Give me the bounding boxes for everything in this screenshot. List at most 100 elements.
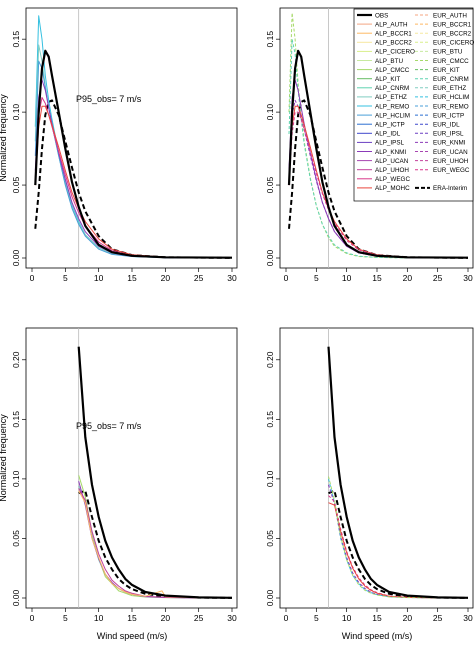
y-tick-label: 0.15 xyxy=(265,31,275,48)
y-tick-label: 0.00 xyxy=(11,589,21,606)
legend-item: EUR_IPSL xyxy=(433,131,464,138)
legend-item: ALP_ICTP xyxy=(375,122,405,129)
legend-item: ALP_WEGC xyxy=(375,176,410,183)
legend-item: ALP_BCCR1 xyxy=(375,31,412,38)
x-tick-label: 25 xyxy=(194,613,204,623)
y-tick-label: 0.10 xyxy=(265,470,275,487)
x-tick-label: 5 xyxy=(314,613,319,623)
series-alp-hclim xyxy=(34,60,233,259)
x-tick-label: 30 xyxy=(227,613,237,623)
series-alp-mohc xyxy=(328,502,468,599)
x-tick-label: 15 xyxy=(127,613,137,623)
y-tick-label: 0.00 xyxy=(11,249,21,266)
y-axis-label: Normalized frequency xyxy=(0,414,8,502)
x-tick-label: 30 xyxy=(463,273,473,283)
x-tick-label: 20 xyxy=(403,273,413,283)
x-tick-label: 25 xyxy=(433,273,443,283)
y-tick-label: 0.15 xyxy=(11,31,21,48)
x-tick-label: 15 xyxy=(372,273,382,283)
legend-item: EUR_ICTP xyxy=(433,112,464,119)
legend-item: EUR_KNMI xyxy=(433,140,466,147)
x-tick-label: 10 xyxy=(94,613,104,623)
legend-item: ALP_CICERO xyxy=(375,49,415,56)
x-tick-label: 25 xyxy=(433,613,443,623)
legend-item: EUR_CMCC xyxy=(433,58,469,65)
series-eur-cmcc xyxy=(328,476,468,599)
series-alp-ethz xyxy=(78,485,232,599)
x-tick-label: 5 xyxy=(63,613,68,623)
series-alp-uhoh xyxy=(78,488,232,599)
series-eur-wegc xyxy=(328,495,468,599)
series-alp-mohc xyxy=(34,105,233,259)
series-eur-knmi xyxy=(328,484,468,599)
x-tick-label: 5 xyxy=(314,273,319,283)
series-alp-cmcc xyxy=(78,475,232,599)
y-tick-label: 0.00 xyxy=(265,249,275,266)
legend: OBS ALP_AUTH ALP_BCCR1 ALP_BCCR2 ALP_CICERO A… xyxy=(353,8,474,202)
x-axis-label: Wind speed (m/s) xyxy=(97,631,168,641)
x-tick-label: 10 xyxy=(342,273,352,283)
series-eur-wegc xyxy=(288,111,469,259)
legend-item: ALP_UHOH xyxy=(375,167,409,174)
plot-frame xyxy=(25,327,238,609)
series-alp-mohc xyxy=(288,105,469,259)
x-tick-label: 20 xyxy=(403,613,413,623)
panel-bottom-left: 0 5 10 15 20 25 30 0.00 0.05 0.10 0.15 0.20 P95_obs=… xyxy=(11,327,238,641)
legend-item: ALP_ETHZ xyxy=(375,94,407,101)
x-tick-label: 25 xyxy=(194,273,204,283)
legend-item: ALP_CMCC xyxy=(375,67,410,74)
legend-item: ALP_IPSL xyxy=(375,140,405,147)
plot-frame xyxy=(25,7,238,269)
x-tick-label: 10 xyxy=(94,273,104,283)
x-tick-label: 20 xyxy=(161,273,171,283)
series-obs xyxy=(327,346,469,599)
legend-item: ALP_BCCR2 xyxy=(375,40,412,47)
legend-item: EUR_BCCR1 xyxy=(433,21,472,28)
series-era-interim xyxy=(78,489,233,599)
y-tick-label: 0.05 xyxy=(265,177,275,194)
legend-item: EUR_REMO xyxy=(433,103,469,110)
legend-item: ALP_BTU xyxy=(375,58,403,65)
legend-item: EUR_UHOH xyxy=(433,158,469,165)
legend-item: EUR_AUTH xyxy=(433,12,467,19)
series-obs xyxy=(77,346,233,599)
x-tick-label: 20 xyxy=(161,613,171,623)
series-obs xyxy=(287,49,469,259)
x-tick-label: 5 xyxy=(63,273,68,283)
x-axis-label: Wind speed (m/s) xyxy=(342,631,413,641)
legend-item: EUR_BTU xyxy=(433,49,463,56)
legend-item: ALP_KIT xyxy=(375,76,400,83)
y-tick-label: 0.05 xyxy=(11,177,21,194)
legend-item: EUR_WEGC xyxy=(433,167,470,174)
y-tick-label: 0.10 xyxy=(265,104,275,121)
legend-item: EUR_KIT xyxy=(433,67,460,74)
legend-item: ERA-Interim xyxy=(433,185,467,192)
y-tick-label: 0.20 xyxy=(11,351,21,368)
y-tick-label: 0.05 xyxy=(11,530,21,547)
x-tick-label: 0 xyxy=(284,273,289,283)
series-obs xyxy=(34,49,233,259)
legend-item: ALP_AUTH xyxy=(375,21,408,28)
x-tick-label: 30 xyxy=(463,613,473,623)
series-alp-knmi xyxy=(78,481,232,599)
legend-item: ALP_KNMI xyxy=(375,149,406,156)
x-tick-label: 30 xyxy=(227,273,237,283)
legend-box xyxy=(353,8,474,202)
y-tick-label: 0.20 xyxy=(265,351,275,368)
y-tick-label: 0.15 xyxy=(11,411,21,428)
legend-item: EUR_UCAN xyxy=(433,149,468,156)
plot-frame xyxy=(279,327,474,609)
y-axis-label: Normalized frequency xyxy=(0,94,8,182)
y-tick-label: 0.10 xyxy=(11,104,21,121)
p95-annotation: P95_obs= 7 m/s xyxy=(76,94,142,104)
x-tick-label: 15 xyxy=(127,273,137,283)
y-tick-label: 0.00 xyxy=(265,589,275,606)
legend-item: EUR_CICERO xyxy=(433,40,474,47)
panel-top-right: 0 5 10 15 20 25 30 0.00 0.05 0.10 0.15 xyxy=(265,7,474,283)
y-tick-label: 0.15 xyxy=(265,411,275,428)
y-tick-label: 0.05 xyxy=(265,530,275,547)
x-tick-label: 0 xyxy=(284,613,289,623)
x-tick-label: 0 xyxy=(30,273,35,283)
legend-item: ALP_MOHC xyxy=(375,185,410,192)
